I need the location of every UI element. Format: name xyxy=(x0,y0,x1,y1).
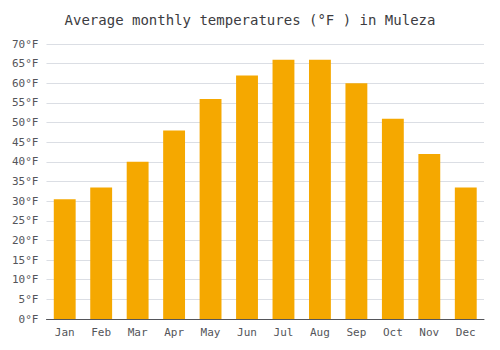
svg-text:Nov: Nov xyxy=(419,326,439,339)
svg-text:25°F: 25°F xyxy=(12,214,39,227)
svg-text:5°F: 5°F xyxy=(19,293,39,306)
svg-text:Feb: Feb xyxy=(91,326,111,339)
svg-text:30°F: 30°F xyxy=(12,195,39,208)
svg-text:Sep: Sep xyxy=(346,326,366,339)
svg-text:70°F: 70°F xyxy=(12,38,39,51)
svg-text:Oct: Oct xyxy=(383,326,403,339)
svg-text:Aug: Aug xyxy=(310,326,330,339)
svg-text:0°F: 0°F xyxy=(19,313,39,326)
svg-text:35°F: 35°F xyxy=(12,175,39,188)
svg-text:Dec: Dec xyxy=(456,326,476,339)
svg-text:20°F: 20°F xyxy=(12,234,39,247)
svg-text:10°F: 10°F xyxy=(12,273,39,286)
svg-text:Jan: Jan xyxy=(55,326,75,339)
svg-text:Average monthly temperatures (: Average monthly temperatures (°F ) in Mu… xyxy=(65,12,436,28)
svg-text:Jun: Jun xyxy=(237,326,257,339)
svg-text:45°F: 45°F xyxy=(12,136,39,149)
svg-text:15°F: 15°F xyxy=(12,254,39,267)
svg-text:Mar: Mar xyxy=(128,326,148,339)
svg-text:40°F: 40°F xyxy=(12,155,39,168)
svg-text:May: May xyxy=(201,326,221,339)
svg-text:55°F: 55°F xyxy=(12,96,39,109)
svg-text:50°F: 50°F xyxy=(12,116,39,129)
svg-text:65°F: 65°F xyxy=(12,57,39,70)
svg-text:Apr: Apr xyxy=(164,326,184,339)
svg-text:Jul: Jul xyxy=(274,326,294,339)
svg-text:60°F: 60°F xyxy=(12,77,39,90)
